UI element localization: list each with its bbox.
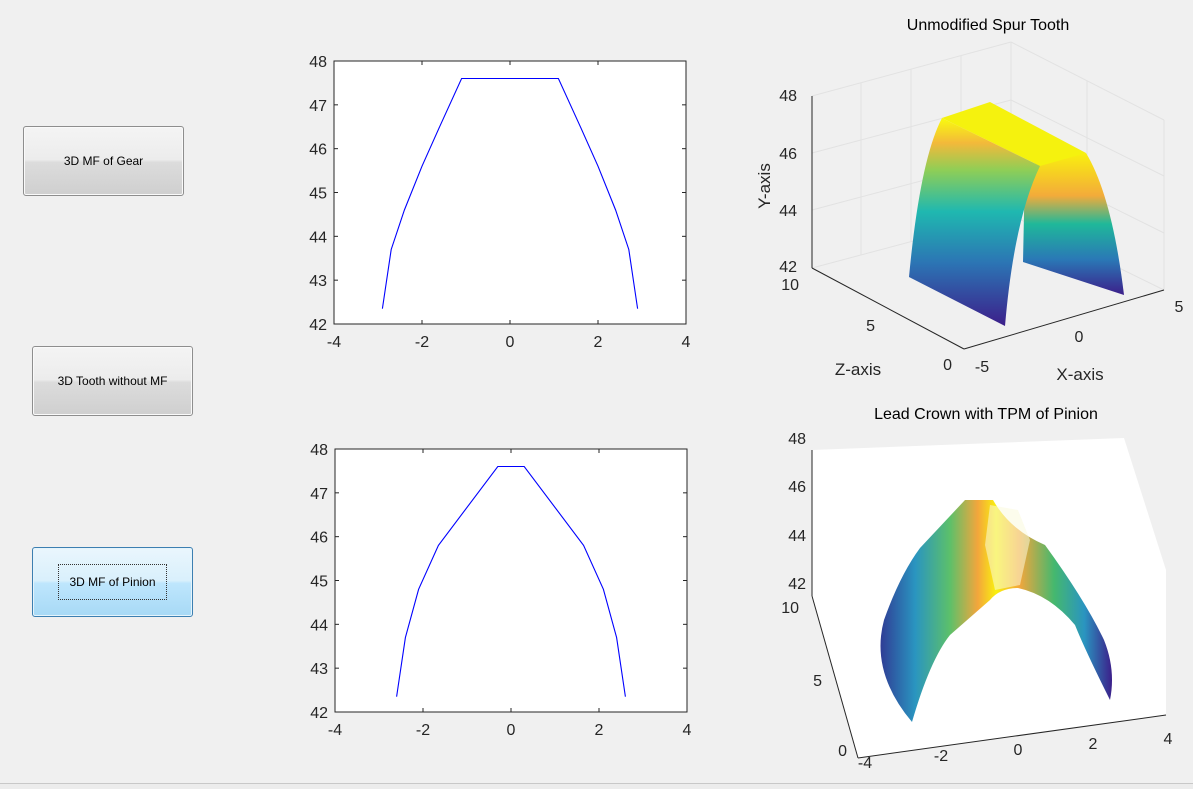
lead-crown-xtick: -2 <box>934 748 948 765</box>
x-tick-label: -4 <box>328 722 342 739</box>
lead-crown-ztick: 0 <box>838 743 847 760</box>
3d-tooth-without-mf-label: 3D Tooth without MF <box>57 374 168 388</box>
3d-mf-of-pinion-label: 3D MF of Pinion <box>58 564 167 600</box>
y-tick-label: 48 <box>309 54 327 71</box>
lead-crown-ytick: 44 <box>788 528 806 545</box>
gear-profile-line <box>381 77 639 309</box>
lead-crown-ztick: 5 <box>813 673 822 690</box>
spur-tooth-ytick: 48 <box>779 88 797 105</box>
x-tick-label: 2 <box>594 334 603 351</box>
lead-crown-ytick: 42 <box>788 576 806 593</box>
y-tick-label: 48 <box>310 442 328 459</box>
gear-profile-plot: -4 -2 0 2 4 42 43 44 45 46 47 48 <box>309 54 690 351</box>
plot-axes-box <box>334 448 688 713</box>
status-bar <box>0 783 1193 789</box>
spur-tooth-y-axis-label: Y-axis <box>755 163 774 209</box>
spur-tooth-xtick: 0 <box>1075 329 1084 346</box>
pinion-profile-line <box>396 465 626 697</box>
lead-crown-ytick: 48 <box>788 431 806 448</box>
y-tick-label: 47 <box>310 486 328 503</box>
y-tick-label: 42 <box>310 705 328 722</box>
spur-tooth-ytick: 42 <box>779 259 797 276</box>
spur-tooth-z-axis-label: Z-axis <box>835 360 881 379</box>
spur-tooth-ztick: 5 <box>866 318 875 335</box>
x-tick-label: 4 <box>683 722 692 739</box>
lead-crown-xtick: 4 <box>1164 731 1173 748</box>
x-tick-label: -4 <box>327 334 341 351</box>
spur-tooth-xtick: -5 <box>975 359 989 376</box>
y-tick-label: 44 <box>309 229 327 246</box>
spur-tooth-axes <box>811 96 1165 350</box>
y-tick-label: 45 <box>310 574 328 591</box>
x-tick-label: -2 <box>416 722 430 739</box>
spur-tooth-front-flank <box>909 118 1040 326</box>
lead-crown-highlight <box>985 505 1030 590</box>
y-tick-label: 43 <box>310 661 328 678</box>
spur-tooth-ytick: 46 <box>779 146 797 163</box>
plot-axes-box <box>333 60 687 325</box>
y-tick-label: 43 <box>309 273 327 290</box>
spur-tooth-ytick: 44 <box>779 203 797 220</box>
3d-mf-of-pinion-button[interactable]: 3D MF of Pinion <box>32 547 193 617</box>
pinion-profile-plot: -4 -2 0 2 4 42 43 44 45 46 47 48 <box>310 442 691 739</box>
spur-tooth-3d-plot: Unmodified Spur Tooth 48 <box>755 17 1184 384</box>
spur-tooth-x-axis-label: X-axis <box>1056 365 1103 384</box>
y-tick-label: 47 <box>309 98 327 115</box>
lead-crown-ztick: 10 <box>781 600 799 617</box>
y-tick-label: 44 <box>310 617 328 634</box>
lead-crown-xtick: -4 <box>858 755 872 772</box>
3d-mf-of-gear-label: 3D MF of Gear <box>63 154 144 168</box>
lead-crown-title: Lead Crown with TPM of Pinion <box>874 406 1098 423</box>
y-tick-label: 42 <box>309 317 327 334</box>
3d-mf-of-gear-button[interactable]: 3D MF of Gear <box>23 126 184 196</box>
3d-tooth-without-mf-button[interactable]: 3D Tooth without MF <box>32 346 193 416</box>
lead-crown-ytick: 46 <box>788 479 806 496</box>
x-tick-label: -2 <box>415 334 429 351</box>
spur-tooth-title: Unmodified Spur Tooth <box>907 17 1069 34</box>
lead-crown-xtick: 2 <box>1089 736 1098 753</box>
spur-tooth-ztick: 10 <box>781 277 799 294</box>
lead-crown-3d-plot: Lead Crown with TPM of Pinion 48 46 44 4… <box>781 406 1172 772</box>
x-tick-label: 0 <box>506 334 515 351</box>
spur-tooth-top-land <box>942 102 1086 166</box>
y-tick-label: 45 <box>309 186 327 203</box>
lead-crown-surface <box>880 500 1112 722</box>
spur-tooth-back-flank <box>1023 153 1124 295</box>
lead-crown-axes <box>811 450 1167 759</box>
spur-tooth-xtick: 5 <box>1175 299 1184 316</box>
x-tick-label: 0 <box>507 722 516 739</box>
y-tick-label: 46 <box>309 142 327 159</box>
x-tick-label: 2 <box>595 722 604 739</box>
spur-tooth-ztick: 0 <box>943 357 952 374</box>
lead-crown-xtick: 0 <box>1014 742 1023 759</box>
x-tick-label: 4 <box>682 334 691 351</box>
y-tick-label: 46 <box>310 530 328 547</box>
